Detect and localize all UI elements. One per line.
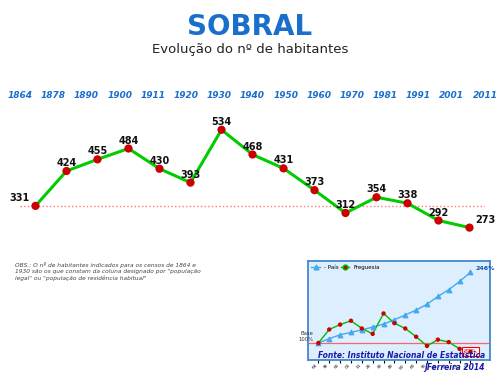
Text: 1960: 1960: [306, 91, 332, 100]
Point: [444, 339, 452, 345]
Text: OBS.: O nº de habitantes indicados para os censos de 1864 e
1930 são os que cons: OBS.: O nº de habitantes indicados para …: [15, 262, 201, 281]
Point: [186, 180, 194, 186]
Point: [423, 343, 431, 349]
Text: 1940: 1940: [240, 91, 265, 100]
Text: 354: 354: [366, 184, 386, 194]
Point: [314, 340, 322, 346]
Point: [325, 327, 333, 333]
Point: [358, 327, 366, 333]
Point: [336, 322, 344, 328]
Text: 1890: 1890: [74, 91, 99, 100]
Text: 468: 468: [242, 141, 262, 152]
Text: 424: 424: [56, 158, 76, 168]
Point: [412, 334, 420, 340]
Text: 1970: 1970: [340, 91, 364, 100]
Point: [380, 321, 388, 327]
Point: [325, 336, 333, 342]
Point: [358, 326, 366, 332]
Point: [390, 317, 398, 323]
Text: 1864: 1864: [8, 91, 32, 100]
Text: 1950: 1950: [273, 91, 298, 100]
Text: Evolução do nº de habitantes: Evolução do nº de habitantes: [152, 43, 348, 56]
Point: [218, 127, 226, 133]
Point: [347, 329, 355, 335]
Point: [248, 152, 256, 157]
Text: 338: 338: [398, 190, 417, 200]
Text: 1878: 1878: [40, 91, 66, 100]
Point: [280, 165, 287, 171]
Text: JFerreira 2014: JFerreira 2014: [424, 363, 485, 372]
Text: 1981: 1981: [373, 91, 398, 100]
Point: [434, 294, 442, 300]
Point: [466, 225, 473, 231]
Text: SOBRAL: SOBRAL: [188, 13, 312, 41]
Text: 484: 484: [118, 135, 139, 146]
Point: [380, 310, 388, 316]
Text: 273: 273: [475, 214, 496, 225]
Point: [336, 332, 344, 338]
Point: [124, 146, 132, 152]
Text: 430: 430: [150, 156, 170, 166]
Point: [368, 324, 376, 330]
Text: 1930: 1930: [207, 91, 232, 100]
Text: 292: 292: [428, 207, 448, 218]
Point: [404, 200, 411, 206]
Point: [156, 166, 164, 172]
Text: 534: 534: [212, 117, 232, 127]
Text: 1991: 1991: [406, 91, 431, 100]
Text: 2001: 2001: [440, 91, 464, 100]
Text: 393: 393: [180, 170, 201, 180]
Point: [342, 210, 349, 216]
Text: 312: 312: [336, 200, 355, 210]
Point: [402, 312, 409, 318]
Text: 455: 455: [88, 146, 108, 156]
Point: [347, 318, 355, 324]
Text: 1911: 1911: [140, 91, 166, 100]
Text: 2011: 2011: [472, 91, 498, 100]
Point: [62, 168, 70, 174]
Legend: - País, Freguesia: - País, Freguesia: [310, 263, 382, 271]
Point: [434, 337, 442, 343]
Text: Base
100%: Base 100%: [298, 331, 313, 342]
Point: [314, 340, 322, 346]
Text: 373: 373: [304, 177, 324, 187]
Point: [456, 279, 464, 285]
Point: [444, 287, 452, 293]
Text: 246%: 246%: [476, 266, 496, 271]
Point: [368, 331, 376, 337]
Text: 331: 331: [10, 193, 30, 203]
Point: [456, 346, 464, 352]
Point: [466, 349, 474, 355]
Point: [423, 301, 431, 307]
Point: [372, 194, 380, 200]
Text: 1920: 1920: [174, 91, 199, 100]
Point: [310, 187, 318, 193]
Point: [412, 307, 420, 313]
Point: [402, 326, 409, 332]
Text: 82%: 82%: [464, 349, 477, 354]
Point: [434, 217, 442, 223]
Point: [32, 203, 40, 209]
Point: [94, 156, 102, 162]
Text: 1900: 1900: [107, 91, 132, 100]
Text: 431: 431: [274, 155, 293, 165]
Point: [390, 320, 398, 326]
Text: Fonte: Instituto Nacional de Estatística: Fonte: Instituto Nacional de Estatística: [318, 351, 485, 360]
Point: [466, 269, 474, 275]
